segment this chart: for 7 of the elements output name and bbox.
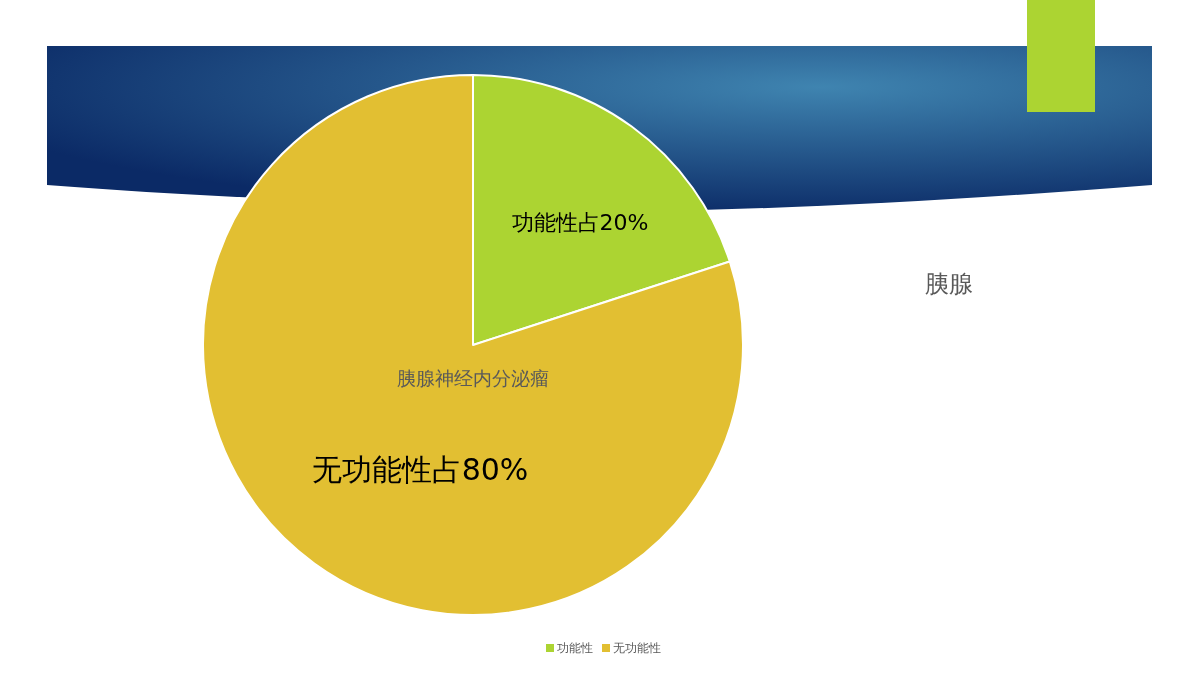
data-label: 无功能性占80% [311, 452, 529, 487]
text: 胰腺 [925, 270, 973, 298]
legend-label: 无功能性 [613, 641, 661, 655]
data-label: 功能性占20% [511, 210, 649, 235]
pie-slice [202, 74, 744, 616]
text: 胰腺神经内分泌瘤 [397, 367, 549, 389]
legend-label: 功能性 [557, 641, 593, 655]
